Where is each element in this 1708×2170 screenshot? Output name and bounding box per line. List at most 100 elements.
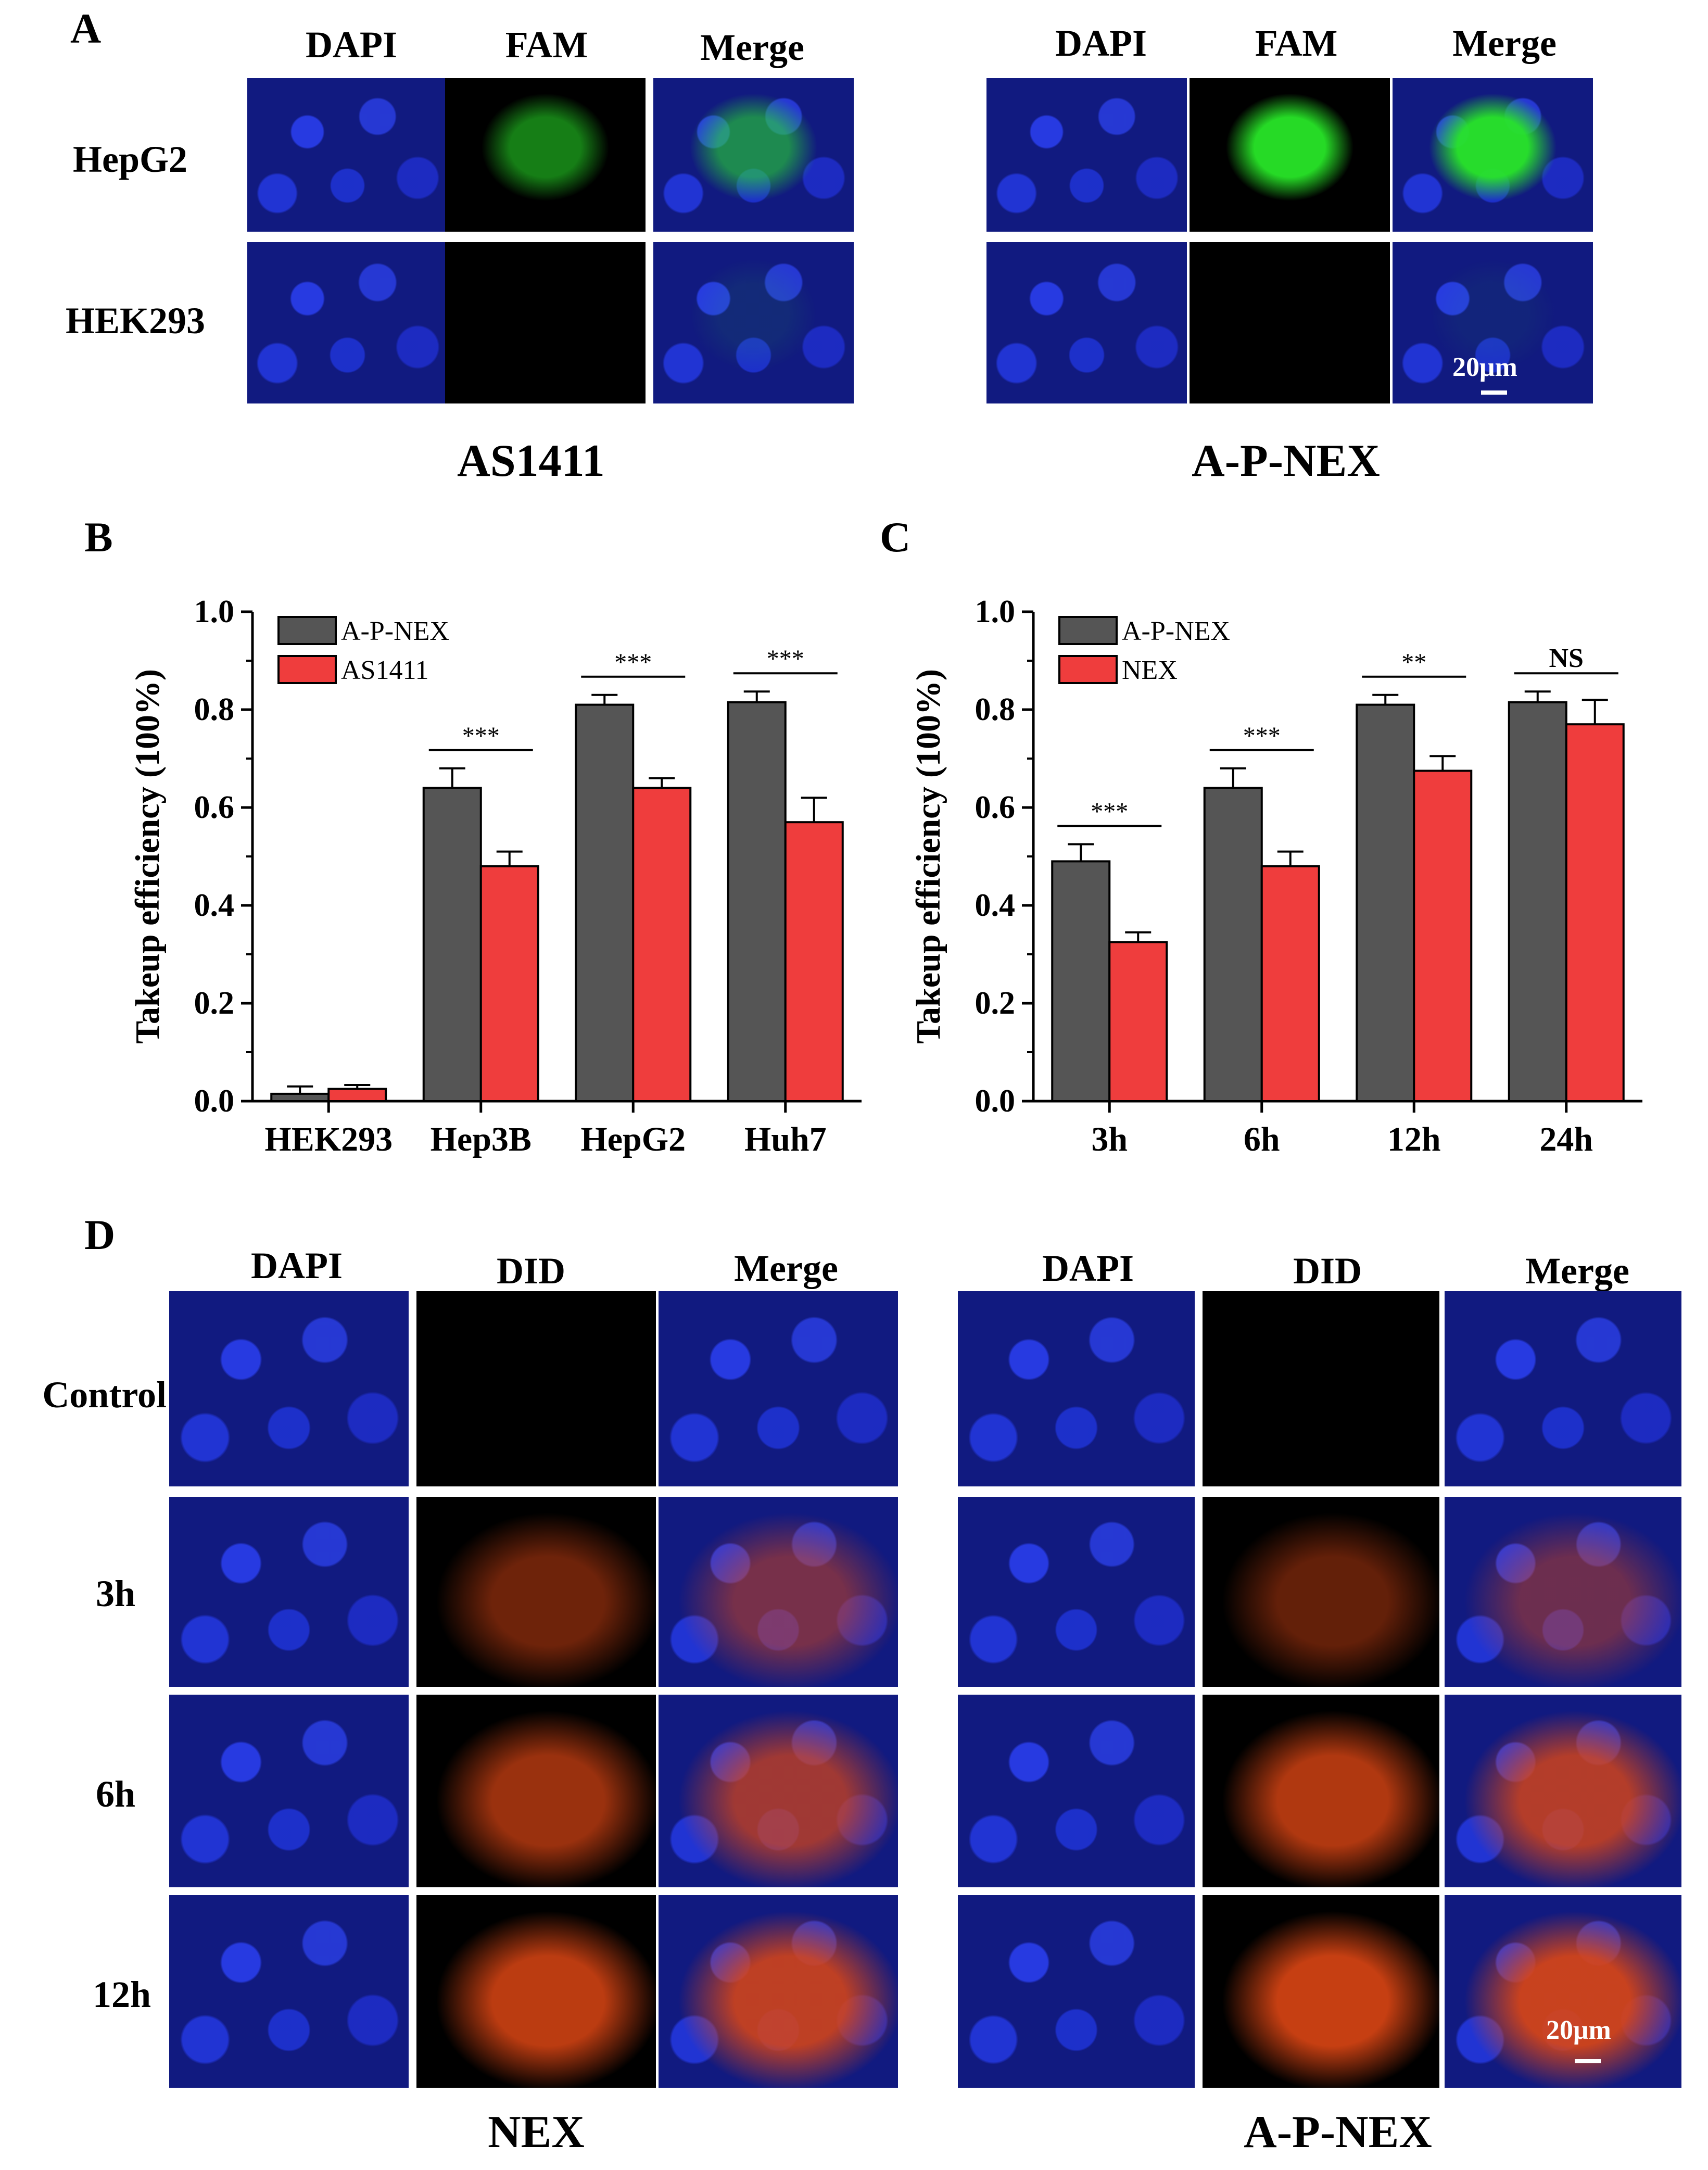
micrograph-d-nex-r2-c2 bbox=[659, 1695, 898, 1887]
bar-nex bbox=[1565, 723, 1625, 1102]
chart-b: 0.0 0.2 0.4 0.6 0.8 1.0 Takeup efficiency (100… bbox=[129, 594, 862, 1158]
panel-a-col-dapi-left: DAPI bbox=[306, 24, 397, 66]
y-tick-label: 0.0 bbox=[975, 1083, 1016, 1119]
micrograph-a-as1411-r0-c0 bbox=[247, 78, 448, 232]
panel-letter-b: B bbox=[84, 513, 113, 561]
panel-a-col-dapi-right: DAPI bbox=[1055, 22, 1147, 64]
micrograph-a-apnex-r0-c2 bbox=[1393, 78, 1593, 232]
legend-label-as1411: AS1411 bbox=[341, 655, 429, 685]
x-tick-label: Hep3B bbox=[431, 1120, 532, 1158]
panel-a-scale-label: 20μm bbox=[1452, 352, 1517, 382]
panel-a-row-hepg2: HepG2 bbox=[72, 138, 187, 180]
panel-letter-d: D bbox=[84, 1211, 116, 1258]
y-axis-label: Takeup efficiency (100%) bbox=[909, 669, 947, 1044]
micrograph-d-nex-r2-c0 bbox=[169, 1695, 409, 1887]
significance-label: *** bbox=[1091, 798, 1128, 826]
bar-a-p-nex bbox=[1356, 703, 1415, 1103]
micrograph-d-apnex-r3-c2 bbox=[1445, 1895, 1681, 2088]
micrograph-a-as1411-r1-c1 bbox=[445, 242, 646, 403]
bar-nex bbox=[1108, 941, 1168, 1102]
significance-label: NS bbox=[1549, 644, 1584, 673]
bar-as1411 bbox=[479, 865, 539, 1102]
micrograph-d-apnex-r3-c1 bbox=[1203, 1895, 1439, 2088]
micrograph-d-apnex-r2-c0 bbox=[958, 1695, 1195, 1887]
significance-label: *** bbox=[462, 722, 500, 750]
panel-a-col-fam-left: FAM bbox=[505, 24, 588, 66]
micrograph-a-as1411-r0-c1 bbox=[445, 78, 646, 232]
legend-label-a-p-nex: A-P-NEX bbox=[341, 616, 449, 646]
x-tick-label: 3h bbox=[1091, 1120, 1128, 1158]
panel-d-row-6h: 6h bbox=[95, 1773, 135, 1815]
micrograph-d-apnex-r1-c1 bbox=[1203, 1497, 1439, 1687]
chart-c: 0.0 0.2 0.4 0.6 0.8 1.0 Takeup efficiency (100… bbox=[909, 594, 1642, 1158]
y-tick-label: 0.8 bbox=[975, 692, 1016, 727]
bar-as1411 bbox=[784, 821, 844, 1102]
y-tick-label: 0.0 bbox=[194, 1083, 235, 1119]
y-tick-label: 1.0 bbox=[975, 594, 1016, 629]
x-tick-label: 12h bbox=[1387, 1120, 1441, 1158]
bar-a-p-nex bbox=[575, 703, 635, 1103]
x-tick-label: Huh7 bbox=[744, 1120, 827, 1158]
micrograph-a-apnex-r0-c0 bbox=[986, 78, 1187, 232]
micrograph-a-as1411-r0-c2 bbox=[653, 78, 854, 232]
y-tick-label: 0.2 bbox=[194, 986, 235, 1021]
micrograph-d-apnex-r0-c1 bbox=[1203, 1291, 1439, 1486]
panel-a-caption-apnex: A-P-NEX bbox=[1192, 436, 1380, 486]
micrograph-d-nex-r0-c0 bbox=[169, 1291, 409, 1486]
x-tick-label: HEK293 bbox=[264, 1120, 393, 1158]
significance-label: *** bbox=[614, 649, 652, 676]
micrograph-d-apnex-r2-c1 bbox=[1203, 1695, 1439, 1887]
legend-label-nex: NEX bbox=[1122, 655, 1178, 685]
x-tick-label: HepG2 bbox=[580, 1120, 686, 1158]
micrograph-d-nex-r3-c1 bbox=[416, 1895, 656, 2088]
panel-a-caption-as1411: AS1411 bbox=[457, 436, 605, 486]
panel-d-col-did-right: DID bbox=[1293, 1250, 1362, 1292]
micrograph-a-as1411-r1-c0 bbox=[247, 242, 448, 403]
panel-a-col-merge-right: Merge bbox=[1452, 22, 1557, 64]
panel-d-row-control: Control bbox=[42, 1374, 167, 1416]
x-tick-label: 6h bbox=[1244, 1120, 1280, 1158]
significance-label: *** bbox=[767, 645, 804, 673]
panel-d-scale-bar bbox=[1575, 2059, 1601, 2063]
micrograph-d-nex-r3-c0 bbox=[169, 1895, 409, 2088]
micrograph-d-apnex-r1-c2 bbox=[1445, 1497, 1681, 1687]
micrograph-d-nex-r1-c2 bbox=[659, 1497, 898, 1687]
panel-a-col-fam-right: FAM bbox=[1255, 22, 1338, 64]
micrograph-d-nex-r1-c0 bbox=[169, 1497, 409, 1687]
panel-d-col-merge-left: Merge bbox=[734, 1247, 838, 1289]
legend-swatch-a-p-nex bbox=[277, 616, 337, 645]
panel-letter-a: A bbox=[70, 5, 102, 52]
significance-label: ** bbox=[1401, 649, 1426, 676]
bar-nex bbox=[1413, 769, 1473, 1102]
panel-d-row-3h: 3h bbox=[95, 1573, 135, 1614]
panel-a-scale-bar bbox=[1481, 390, 1507, 395]
bar-a-p-nex bbox=[422, 787, 482, 1102]
micrograph-d-nex-r3-c2 bbox=[659, 1895, 898, 2088]
micrograph-d-apnex-r3-c0 bbox=[958, 1895, 1195, 2088]
panel-d-col-dapi-right: DAPI bbox=[1042, 1247, 1134, 1289]
panel-d-col-merge-right: Merge bbox=[1525, 1250, 1629, 1292]
bar-nex bbox=[1260, 865, 1320, 1102]
bar-a-p-nex bbox=[727, 701, 787, 1102]
bar-a-p-nex bbox=[270, 1092, 330, 1103]
y-tick-label: 0.4 bbox=[975, 888, 1016, 923]
y-tick-label: 0.4 bbox=[194, 888, 235, 923]
legend-swatch-nex bbox=[1058, 655, 1118, 684]
micrograph-d-nex-r2-c1 bbox=[416, 1695, 656, 1887]
bar-as1411 bbox=[632, 787, 692, 1102]
panel-letter-c: C bbox=[880, 513, 911, 561]
bar-a-p-nex bbox=[1051, 860, 1111, 1103]
micrograph-d-apnex-r0-c2 bbox=[1445, 1291, 1681, 1486]
micrograph-a-apnex-r1-c0 bbox=[986, 242, 1187, 403]
y-tick-label: 0.6 bbox=[975, 790, 1016, 825]
legend-label-a-p-nex: A-P-NEX bbox=[1122, 616, 1230, 646]
micrograph-d-apnex-r2-c2 bbox=[1445, 1695, 1681, 1887]
panel-d-col-did-left: DID bbox=[496, 1250, 565, 1292]
micrograph-a-as1411-r1-c2 bbox=[653, 242, 854, 403]
micrograph-a-apnex-r1-c1 bbox=[1190, 242, 1390, 403]
micrograph-d-nex-r0-c1 bbox=[416, 1291, 656, 1486]
legend-swatch-a-p-nex bbox=[1058, 616, 1118, 645]
micrograph-d-apnex-r0-c0 bbox=[958, 1291, 1195, 1486]
micrograph-d-apnex-r1-c0 bbox=[958, 1497, 1195, 1687]
y-tick-label: 0.6 bbox=[194, 790, 235, 825]
